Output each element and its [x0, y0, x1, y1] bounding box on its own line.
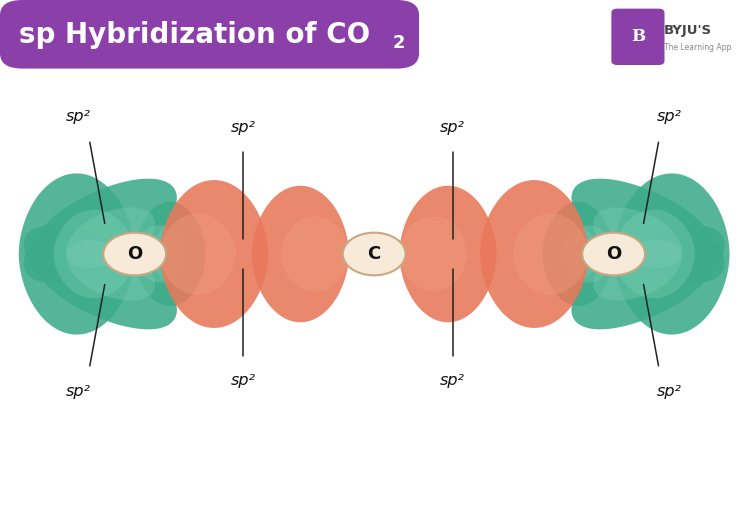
Polygon shape: [593, 240, 682, 301]
Polygon shape: [542, 202, 614, 306]
Text: sp²: sp²: [231, 119, 256, 135]
Polygon shape: [572, 226, 724, 329]
Text: sp²: sp²: [440, 373, 465, 389]
Polygon shape: [512, 213, 589, 295]
Text: The Learning App: The Learning App: [664, 43, 731, 52]
Polygon shape: [53, 210, 135, 298]
Polygon shape: [160, 213, 236, 295]
Polygon shape: [281, 216, 349, 292]
Text: O: O: [606, 245, 621, 263]
Polygon shape: [135, 226, 184, 282]
Polygon shape: [614, 210, 695, 298]
Polygon shape: [160, 180, 268, 328]
Polygon shape: [19, 173, 135, 335]
Text: sp²: sp²: [440, 119, 465, 135]
Text: sp Hybridization of CO: sp Hybridization of CO: [19, 20, 370, 49]
Circle shape: [582, 233, 645, 275]
Text: O: O: [127, 245, 142, 263]
Text: sp²: sp²: [66, 109, 91, 124]
Text: C: C: [368, 245, 381, 263]
Polygon shape: [252, 186, 349, 322]
Polygon shape: [614, 173, 730, 335]
Polygon shape: [480, 180, 589, 328]
Polygon shape: [24, 226, 177, 329]
Polygon shape: [66, 240, 155, 301]
Text: sp²: sp²: [66, 384, 91, 399]
Polygon shape: [66, 207, 155, 268]
Text: BYJU'S: BYJU'S: [664, 24, 712, 37]
Text: B: B: [631, 28, 645, 45]
Polygon shape: [24, 179, 177, 282]
Polygon shape: [564, 226, 614, 282]
Polygon shape: [399, 216, 467, 292]
Text: 2: 2: [393, 34, 405, 52]
Polygon shape: [593, 207, 682, 268]
FancyBboxPatch shape: [611, 9, 664, 65]
FancyBboxPatch shape: [0, 0, 419, 69]
Polygon shape: [135, 202, 206, 306]
Text: sp²: sp²: [231, 373, 256, 389]
Polygon shape: [399, 186, 496, 322]
Text: sp²: sp²: [657, 109, 682, 124]
Polygon shape: [572, 179, 724, 282]
Circle shape: [343, 233, 406, 275]
Text: sp²: sp²: [657, 384, 682, 399]
Circle shape: [104, 233, 166, 275]
